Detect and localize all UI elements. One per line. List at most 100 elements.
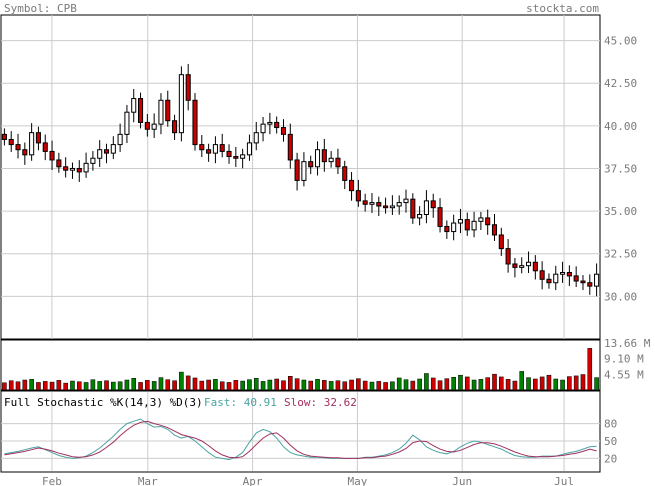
candle-down (172, 120, 178, 134)
candle-up (301, 161, 307, 181)
candle-up (90, 157, 96, 164)
volume-bar (390, 381, 395, 391)
volume-bar (8, 380, 14, 391)
volume-bar (172, 380, 177, 391)
candle-up (97, 149, 103, 159)
candle-down (321, 149, 327, 163)
candle-down (505, 248, 511, 265)
volume-bar (117, 381, 123, 391)
candle-down (464, 219, 470, 231)
price-tick-label: 35.00 (604, 205, 637, 218)
volume-bar (533, 378, 538, 391)
volume-bar (519, 371, 525, 391)
candle-down (430, 200, 436, 209)
volume-bar (83, 382, 89, 391)
candle-down (410, 198, 416, 219)
price-tick-label: 32.50 (604, 248, 637, 261)
volume-bar (274, 378, 279, 391)
candle-up (260, 123, 266, 134)
volume-bar (240, 380, 245, 391)
candle-down (49, 150, 55, 161)
candle-down (539, 270, 545, 280)
volume-bar (138, 382, 143, 391)
month-label: Jun (452, 475, 472, 486)
candle-down (485, 217, 491, 226)
volume-bar (580, 374, 586, 391)
volume-bar (383, 382, 388, 391)
candle-up (525, 261, 532, 267)
volume-bar (573, 375, 579, 391)
volume-bar (587, 348, 593, 391)
candle-down (35, 132, 41, 144)
volume-tick-label: 4.55 M (604, 368, 644, 381)
volume-bar (90, 379, 96, 391)
candle-down (274, 121, 280, 129)
price-tick-label: 40.00 (604, 120, 637, 133)
volume-bar (526, 377, 531, 391)
volume-bar (512, 380, 518, 391)
volume-bar (362, 380, 368, 391)
volume-bar (485, 377, 490, 391)
candle-down (294, 159, 300, 181)
candle-up (594, 273, 600, 287)
volume-bar (315, 379, 320, 391)
month-label: Feb (42, 475, 62, 486)
candle-up (553, 273, 559, 284)
candle-up (267, 121, 273, 125)
candle-up (212, 144, 218, 154)
volume-bar (322, 380, 327, 391)
volume-bar (376, 381, 382, 391)
volume-bar (151, 381, 157, 391)
volume-bar (328, 381, 334, 391)
stochastic-lines (4, 418, 597, 461)
volume-bar (192, 377, 198, 391)
volume-bar (492, 373, 497, 391)
volume-bar (301, 379, 307, 391)
volume-bar (226, 382, 232, 391)
candle-down (342, 166, 348, 181)
fast-line (4, 418, 597, 461)
candle-down (103, 149, 110, 154)
volume-bar (49, 381, 55, 391)
candle-down (566, 271, 572, 277)
volume-bar (199, 380, 205, 391)
candle-down (362, 200, 368, 205)
price-tick-label: 42.50 (604, 77, 637, 90)
volume-bar (437, 380, 443, 391)
volume-bar (349, 379, 354, 391)
candle-down (335, 157, 341, 168)
candle-down (185, 74, 191, 101)
month-label: Jul (554, 475, 574, 486)
volume-bar (417, 378, 422, 391)
candle-up (471, 220, 477, 231)
volume-bar (478, 379, 484, 391)
candle-up (151, 123, 157, 130)
volume-bar (410, 380, 416, 391)
month-label: Apr (243, 475, 263, 486)
site-label: stockta.com (526, 2, 599, 15)
volume-bar (145, 380, 150, 391)
candle-down (56, 159, 62, 168)
volume-bar (458, 374, 463, 391)
candle-down (308, 161, 314, 168)
stoch-tick-label: 50 (604, 435, 617, 448)
candle-down (587, 282, 593, 287)
volume-bar (396, 377, 402, 391)
volume-bar (97, 381, 102, 391)
candle-down (546, 278, 552, 284)
stochastic-panel (0, 390, 601, 473)
volume-labels: 13.66 M 9.10 M 4.55 M (604, 337, 651, 381)
volume-bar (42, 381, 48, 391)
volume-bar (165, 379, 171, 391)
volume-bar (36, 382, 41, 391)
candle-up (246, 142, 252, 156)
volume-bar (505, 379, 511, 391)
candle-up (389, 205, 395, 209)
candle-down (280, 127, 287, 135)
candle-down (437, 207, 443, 227)
volume-bar (471, 379, 477, 391)
volume-bar (560, 379, 565, 391)
volume-bar (104, 380, 109, 391)
volume-bar (158, 377, 164, 391)
